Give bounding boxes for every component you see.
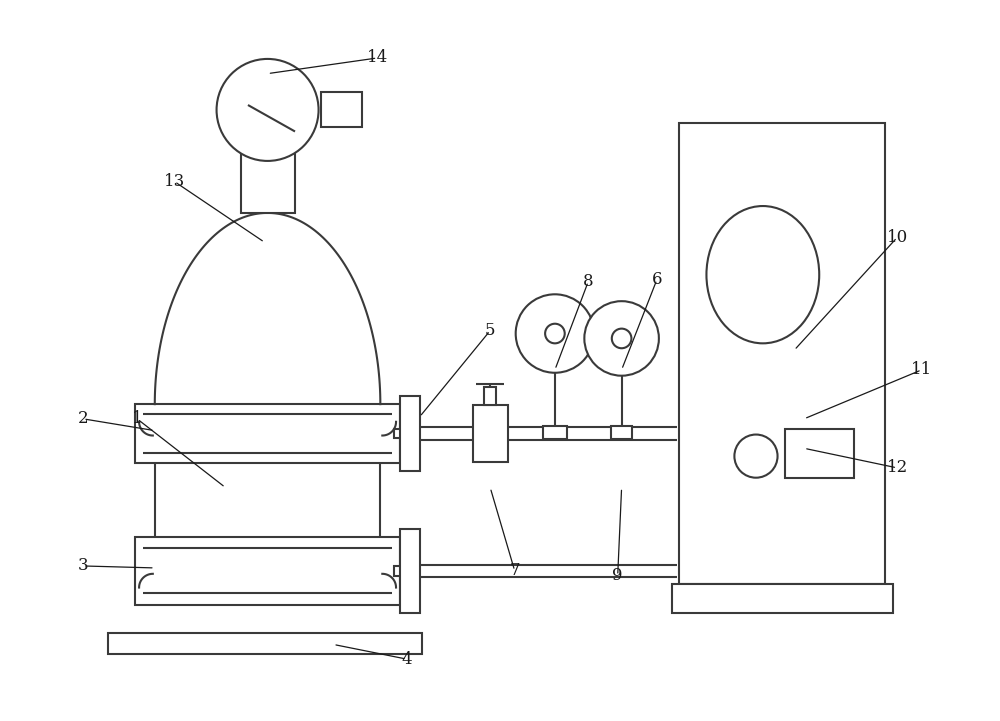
- Bar: [108, 632, 422, 654]
- Circle shape: [545, 324, 565, 343]
- Circle shape: [217, 59, 319, 161]
- Bar: [394, 429, 401, 438]
- Bar: [135, 404, 400, 463]
- Circle shape: [734, 435, 778, 478]
- Text: 8: 8: [583, 273, 594, 290]
- Text: 11: 11: [911, 361, 932, 379]
- Circle shape: [612, 329, 631, 348]
- Bar: [672, 583, 893, 613]
- Bar: [241, 149, 295, 213]
- Bar: [611, 425, 632, 439]
- Text: 2: 2: [78, 410, 88, 428]
- Bar: [394, 566, 401, 576]
- Text: 13: 13: [164, 173, 185, 190]
- Text: 4: 4: [402, 650, 412, 668]
- Text: 7: 7: [509, 562, 520, 580]
- Bar: [785, 429, 854, 478]
- Bar: [679, 123, 885, 583]
- Bar: [473, 405, 508, 462]
- Text: 12: 12: [887, 459, 908, 477]
- Bar: [321, 92, 362, 127]
- Bar: [400, 397, 420, 471]
- Text: 1: 1: [132, 410, 142, 428]
- Text: 14: 14: [367, 50, 388, 66]
- Text: 6: 6: [652, 271, 662, 288]
- Text: 9: 9: [612, 567, 623, 584]
- Circle shape: [584, 301, 659, 376]
- Text: 10: 10: [887, 229, 908, 246]
- Bar: [543, 425, 567, 439]
- Bar: [135, 536, 400, 605]
- Text: 5: 5: [485, 322, 495, 339]
- Bar: [400, 528, 420, 613]
- Bar: [484, 387, 496, 405]
- Text: 3: 3: [78, 557, 88, 575]
- Ellipse shape: [706, 206, 819, 343]
- Circle shape: [516, 294, 594, 373]
